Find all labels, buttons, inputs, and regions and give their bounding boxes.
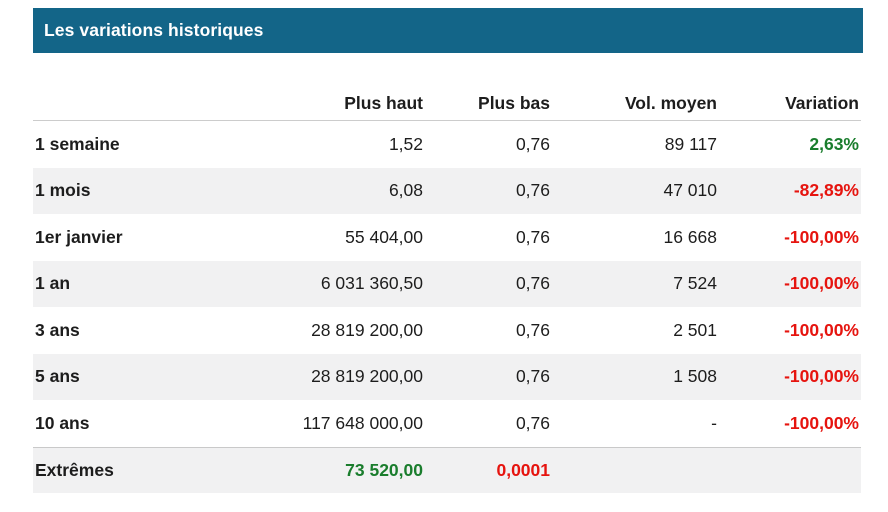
- plus-haut-value: 28 819 200,00: [311, 319, 423, 340]
- variation-value: -82,89%: [719, 167, 861, 214]
- plus-haut-value: 1,52: [388, 133, 423, 154]
- row-label: 3 ans: [35, 319, 80, 340]
- column-header-variation: Variation: [719, 79, 861, 121]
- plus-bas-value: 0,76: [425, 260, 552, 307]
- variation-value: -100,00%: [784, 319, 859, 340]
- table-body: 1 semaine 1,52 0,76 89 117 2,63% 1 mois 6,08 0,…: [33, 121, 861, 448]
- column-header-vol-moyen: Vol. moyen: [552, 79, 719, 121]
- plus-bas-value: 0,76: [425, 353, 552, 400]
- vol-moyen-value: 7 524: [552, 260, 719, 307]
- vol-moyen-value: 47 010: [552, 167, 719, 214]
- vol-moyen-value: 1 508: [552, 353, 719, 400]
- variation-value: -100,00%: [784, 412, 859, 433]
- table-row: 1 mois 6,08 0,76 47 010 -82,89%: [33, 167, 861, 214]
- plus-bas-value: 0,76: [425, 167, 552, 214]
- row-label: 1er janvier: [35, 226, 123, 247]
- plus-haut-value: 55 404,00: [345, 226, 423, 247]
- table-row: 10 ans 117 648 000,00 0,76 - -100,00%: [33, 400, 861, 447]
- variation-value: -100,00%: [719, 260, 861, 307]
- row-label: 1 an: [33, 260, 233, 307]
- table-row: 3 ans 28 819 200,00 0,76 2 501 -100,00%: [33, 307, 861, 354]
- extremes-variation-empty: [719, 446, 861, 493]
- row-label: 1 semaine: [35, 133, 120, 154]
- plus-bas-value: 0,76: [515, 133, 550, 154]
- column-header-plus-haut: Plus haut: [233, 79, 425, 121]
- plus-haut-value: 28 819 200,00: [233, 353, 425, 400]
- variation-value: -100,00%: [784, 226, 859, 247]
- extremes-label: Extrêmes: [33, 446, 233, 493]
- plus-bas-value: 0,76: [515, 412, 550, 433]
- vol-moyen-value: 16 668: [663, 226, 717, 247]
- table-row: 1er janvier 55 404,00 0,76 16 668 -100,00%: [33, 214, 861, 261]
- row-label: 1 mois: [33, 167, 233, 214]
- vol-moyen-value: 2 501: [673, 319, 717, 340]
- plus-bas-value: 0,76: [515, 319, 550, 340]
- variation-value: -100,00%: [719, 353, 861, 400]
- vol-moyen-value: -: [711, 412, 717, 433]
- table-header-row: Plus haut Plus bas Vol. moyen Variation: [33, 79, 861, 121]
- row-label: 10 ans: [35, 412, 90, 433]
- extremes-vol-moyen-empty: [552, 446, 719, 493]
- extremes-plus-haut-value: 73 520,00: [233, 446, 425, 493]
- plus-haut-value: 6,08: [233, 167, 425, 214]
- plus-haut-value: 6 031 360,50: [233, 260, 425, 307]
- variations-table: Plus haut Plus bas Vol. moyen Variation …: [33, 79, 861, 493]
- extremes-plus-bas-value: 0,0001: [425, 446, 552, 493]
- table-row: 1 semaine 1,52 0,76 89 117 2,63%: [33, 121, 861, 168]
- column-header-empty: [33, 79, 233, 121]
- plus-bas-value: 0,76: [515, 226, 550, 247]
- table-row: 1 an 6 031 360,50 0,76 7 524 -100,00%: [33, 260, 861, 307]
- column-header-plus-bas: Plus bas: [425, 79, 552, 121]
- row-label: 5 ans: [33, 353, 233, 400]
- plus-haut-value: 117 648 000,00: [302, 412, 423, 433]
- variations-panel: Les variations historiques Plus haut Plu…: [33, 0, 863, 493]
- extremes-row: Extrêmes 73 520,00 0,0001: [33, 446, 861, 493]
- variation-value: 2,63%: [809, 133, 859, 154]
- table-row: 5 ans 28 819 200,00 0,76 1 508 -100,00%: [33, 353, 861, 400]
- vol-moyen-value: 89 117: [664, 133, 717, 154]
- panel-title: Les variations historiques: [33, 8, 863, 53]
